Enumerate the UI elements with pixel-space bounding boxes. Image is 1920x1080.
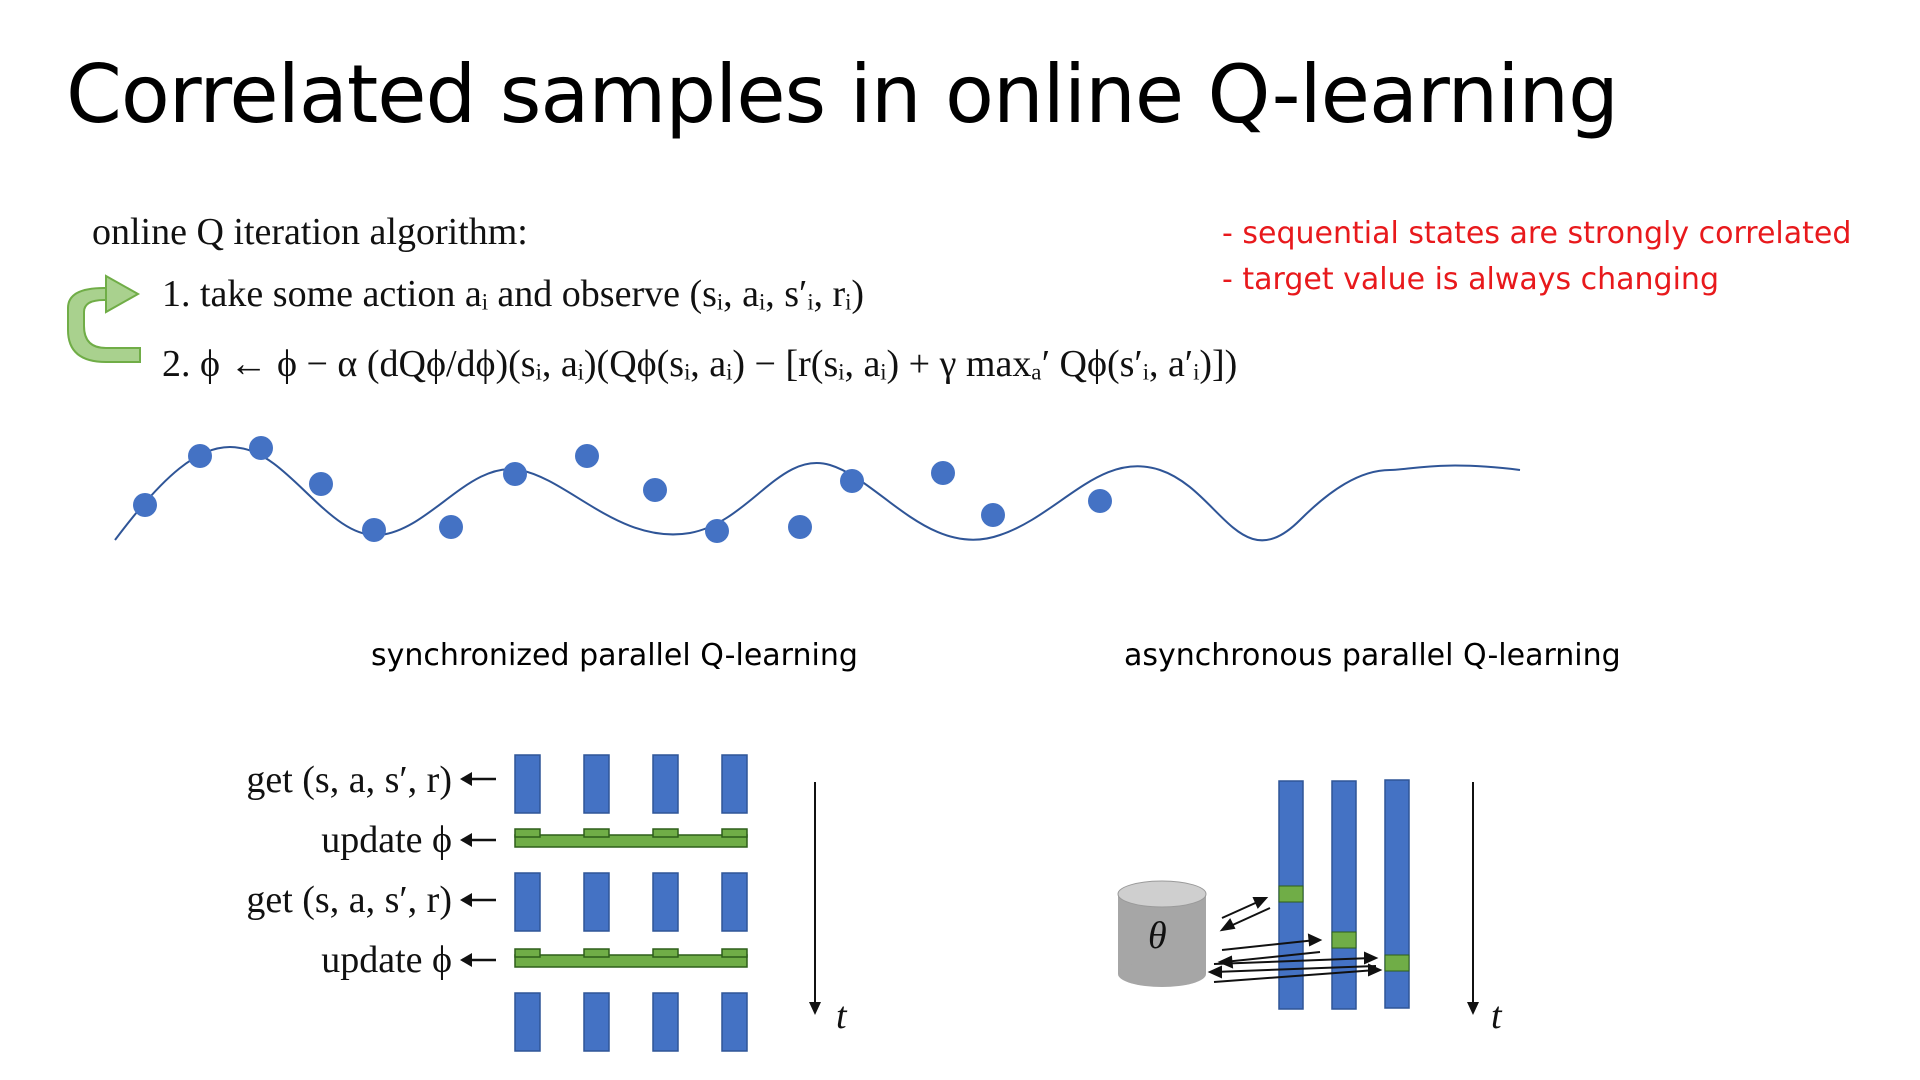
sync-row-arrows (460, 772, 496, 967)
async-worker-column (1331, 780, 1357, 1010)
sync-update-bar (514, 954, 748, 968)
sample-point (1088, 489, 1112, 513)
parameter-store-cylinder (1117, 880, 1207, 987)
sync-row-get-2: get (s, a, s′, r) (246, 879, 452, 921)
sync-update-tab (583, 828, 610, 838)
sync-data-block (652, 992, 679, 1052)
algorithm-step-1: 1. take some action aᵢ and observe (sᵢ, … (162, 273, 865, 315)
async-exchange-arrows (1207, 897, 1383, 983)
sync-data-block (514, 872, 541, 932)
sync-row-update-1: update ϕ (321, 819, 452, 861)
sample-point (931, 461, 955, 485)
sync-data-block (721, 872, 748, 932)
async-time-label: t (1491, 995, 1502, 1037)
sample-point (643, 478, 667, 502)
sample-points (133, 436, 1112, 543)
sync-data-block (583, 754, 610, 814)
sync-diagram (514, 754, 748, 1052)
sync-data-block (514, 992, 541, 1052)
sample-point (981, 503, 1005, 527)
sync-title: synchronized parallel Q-learning (371, 638, 858, 673)
sync-update-tab (514, 828, 541, 838)
sample-point (133, 493, 157, 517)
sync-update-tab (583, 948, 610, 958)
sync-update-bar (514, 834, 748, 848)
sync-data-block (514, 754, 541, 814)
async-update-block (1331, 931, 1357, 949)
sample-point (249, 436, 273, 460)
note-correlated-states: - sequential states are strongly correla… (1222, 216, 1852, 251)
sync-row-update-2: update ϕ (321, 939, 452, 981)
loop-arrow-icon (67, 274, 141, 363)
sync-time-label: t (836, 995, 847, 1037)
sample-point (840, 469, 864, 493)
algorithm-heading: online Q iteration algorithm: (92, 211, 528, 253)
parameter-store-label: θ (1148, 915, 1167, 957)
sample-point (362, 518, 386, 542)
sample-point (188, 444, 212, 468)
async-update-block (1384, 954, 1410, 972)
sync-data-block (721, 992, 748, 1052)
async-update-block (1278, 885, 1304, 903)
sample-point (705, 519, 729, 543)
sample-point (575, 444, 599, 468)
sync-update-tab (652, 948, 679, 958)
slide-title: Correlated samples in online Q-learning (66, 48, 1619, 141)
note-target-changing: - target value is always changing (1222, 262, 1719, 297)
sync-data-block (721, 754, 748, 814)
sync-data-block (583, 872, 610, 932)
sync-time-arrow (809, 782, 821, 1015)
sample-point (503, 462, 527, 486)
sync-data-block (583, 992, 610, 1052)
sample-point (309, 472, 333, 496)
sync-data-block (652, 754, 679, 814)
sync-update-tab (721, 948, 748, 958)
algorithm-step-2: 2. ϕ ← ϕ − α (dQϕ/dϕ)(sᵢ, aᵢ)(Qϕ(sᵢ, aᵢ)… (162, 343, 1238, 385)
sync-update-tab (721, 828, 748, 838)
async-diagram (1278, 779, 1410, 1010)
async-time-arrow (1467, 782, 1479, 1015)
sample-point (439, 515, 463, 539)
sample-point (788, 515, 812, 539)
sync-data-block (652, 872, 679, 932)
async-worker-column (1384, 779, 1410, 1009)
sync-update-tab (514, 948, 541, 958)
async-title: asynchronous parallel Q-learning (1124, 638, 1621, 673)
sync-update-tab (652, 828, 679, 838)
sync-row-get-1: get (s, a, s′, r) (246, 759, 452, 801)
trajectory-curve (114, 446, 1521, 542)
